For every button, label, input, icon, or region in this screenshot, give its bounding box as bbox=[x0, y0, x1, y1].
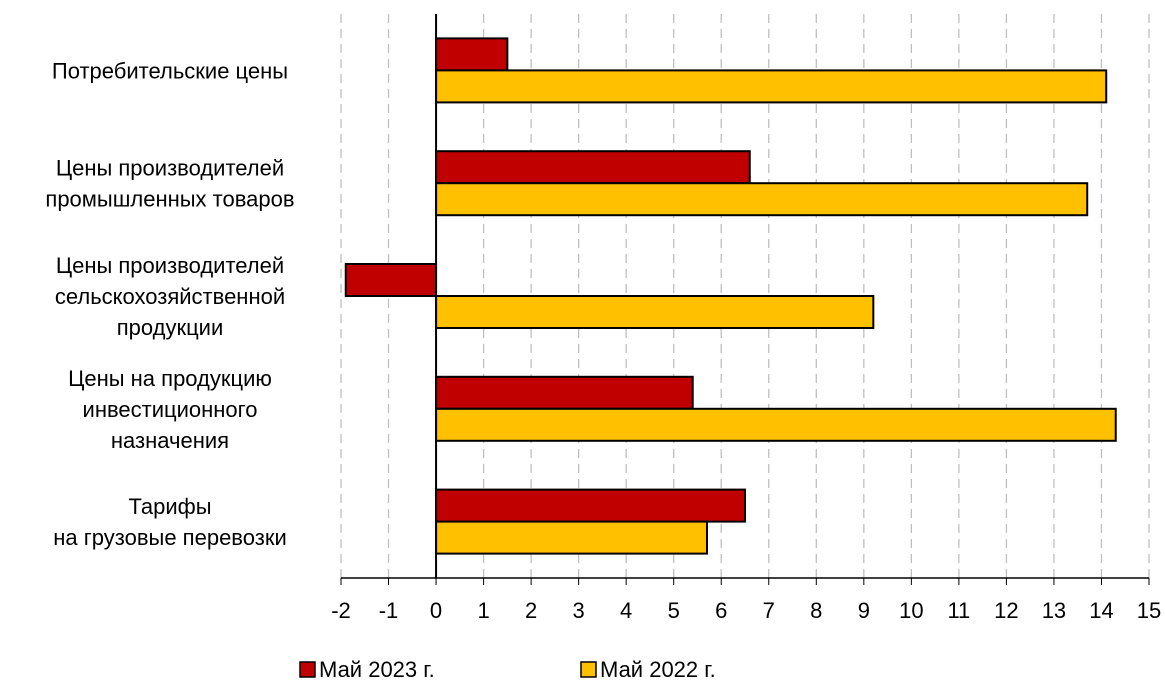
bar-may-2022 bbox=[435, 407, 1117, 442]
x-tick-label: 2 bbox=[525, 598, 537, 623]
bar-may-2022 bbox=[435, 69, 1108, 104]
legend-label: Май 2023 г. bbox=[319, 657, 435, 682]
category-label: Цены производителей сельскохозяйственной п… bbox=[55, 253, 285, 340]
tick-labels: -2 -1 0 1 2 3 4 5 6 7 8 9 10 11 12 13 14 15 bbox=[331, 598, 1161, 623]
category-label: Цены на продукцию инвестиционного назначен… bbox=[68, 366, 272, 453]
bar-may-2023 bbox=[435, 375, 694, 410]
bars bbox=[344, 37, 1117, 555]
x-tick-label: 12 bbox=[994, 598, 1018, 623]
legend-swatch bbox=[580, 661, 597, 678]
x-tick-label: 0 bbox=[430, 598, 442, 623]
category-labels: Потребительские цены Цены производителей п… bbox=[45, 58, 294, 550]
x-tick-label: 10 bbox=[899, 598, 923, 623]
legend-swatch bbox=[299, 661, 316, 678]
x-tick-label: -1 bbox=[379, 598, 399, 623]
axes bbox=[340, 14, 1150, 585]
bar-may-2023 bbox=[344, 263, 438, 297]
x-tick-label: 15 bbox=[1137, 598, 1161, 623]
x-tick-label: 5 bbox=[668, 598, 680, 623]
bar-may-2023 bbox=[435, 37, 509, 72]
bar-may-2023 bbox=[435, 150, 751, 185]
x-tick-label: 13 bbox=[1042, 598, 1066, 623]
bar-may-2022 bbox=[435, 182, 1089, 217]
x-tick-label: 8 bbox=[810, 598, 822, 623]
bar-may-2023 bbox=[435, 488, 746, 523]
category-label: Цены производителей промышленных товаров bbox=[45, 156, 294, 212]
x-tick-label: 6 bbox=[715, 598, 727, 623]
x-tick-label: 9 bbox=[858, 598, 870, 623]
bar-may-2022 bbox=[435, 520, 708, 555]
category-label: Тарифы на грузовые перевозки bbox=[53, 494, 286, 550]
category-label: Потребительские цены bbox=[52, 58, 288, 83]
x-tick-label: 4 bbox=[620, 598, 632, 623]
x-tick-label: 11 bbox=[947, 598, 970, 623]
legend: Май 2023 г. Май 2022 г. bbox=[299, 657, 716, 682]
x-tick-label: 1 bbox=[477, 598, 489, 623]
x-tick-label: 3 bbox=[573, 598, 585, 623]
x-tick-label: 7 bbox=[763, 598, 775, 623]
x-tick-label: -2 bbox=[331, 598, 351, 623]
bar-may-2022 bbox=[435, 295, 875, 329]
x-tick-label: 14 bbox=[1089, 598, 1113, 623]
grid-lines bbox=[340, 14, 1150, 578]
legend-label: Май 2022 г. bbox=[600, 657, 716, 682]
